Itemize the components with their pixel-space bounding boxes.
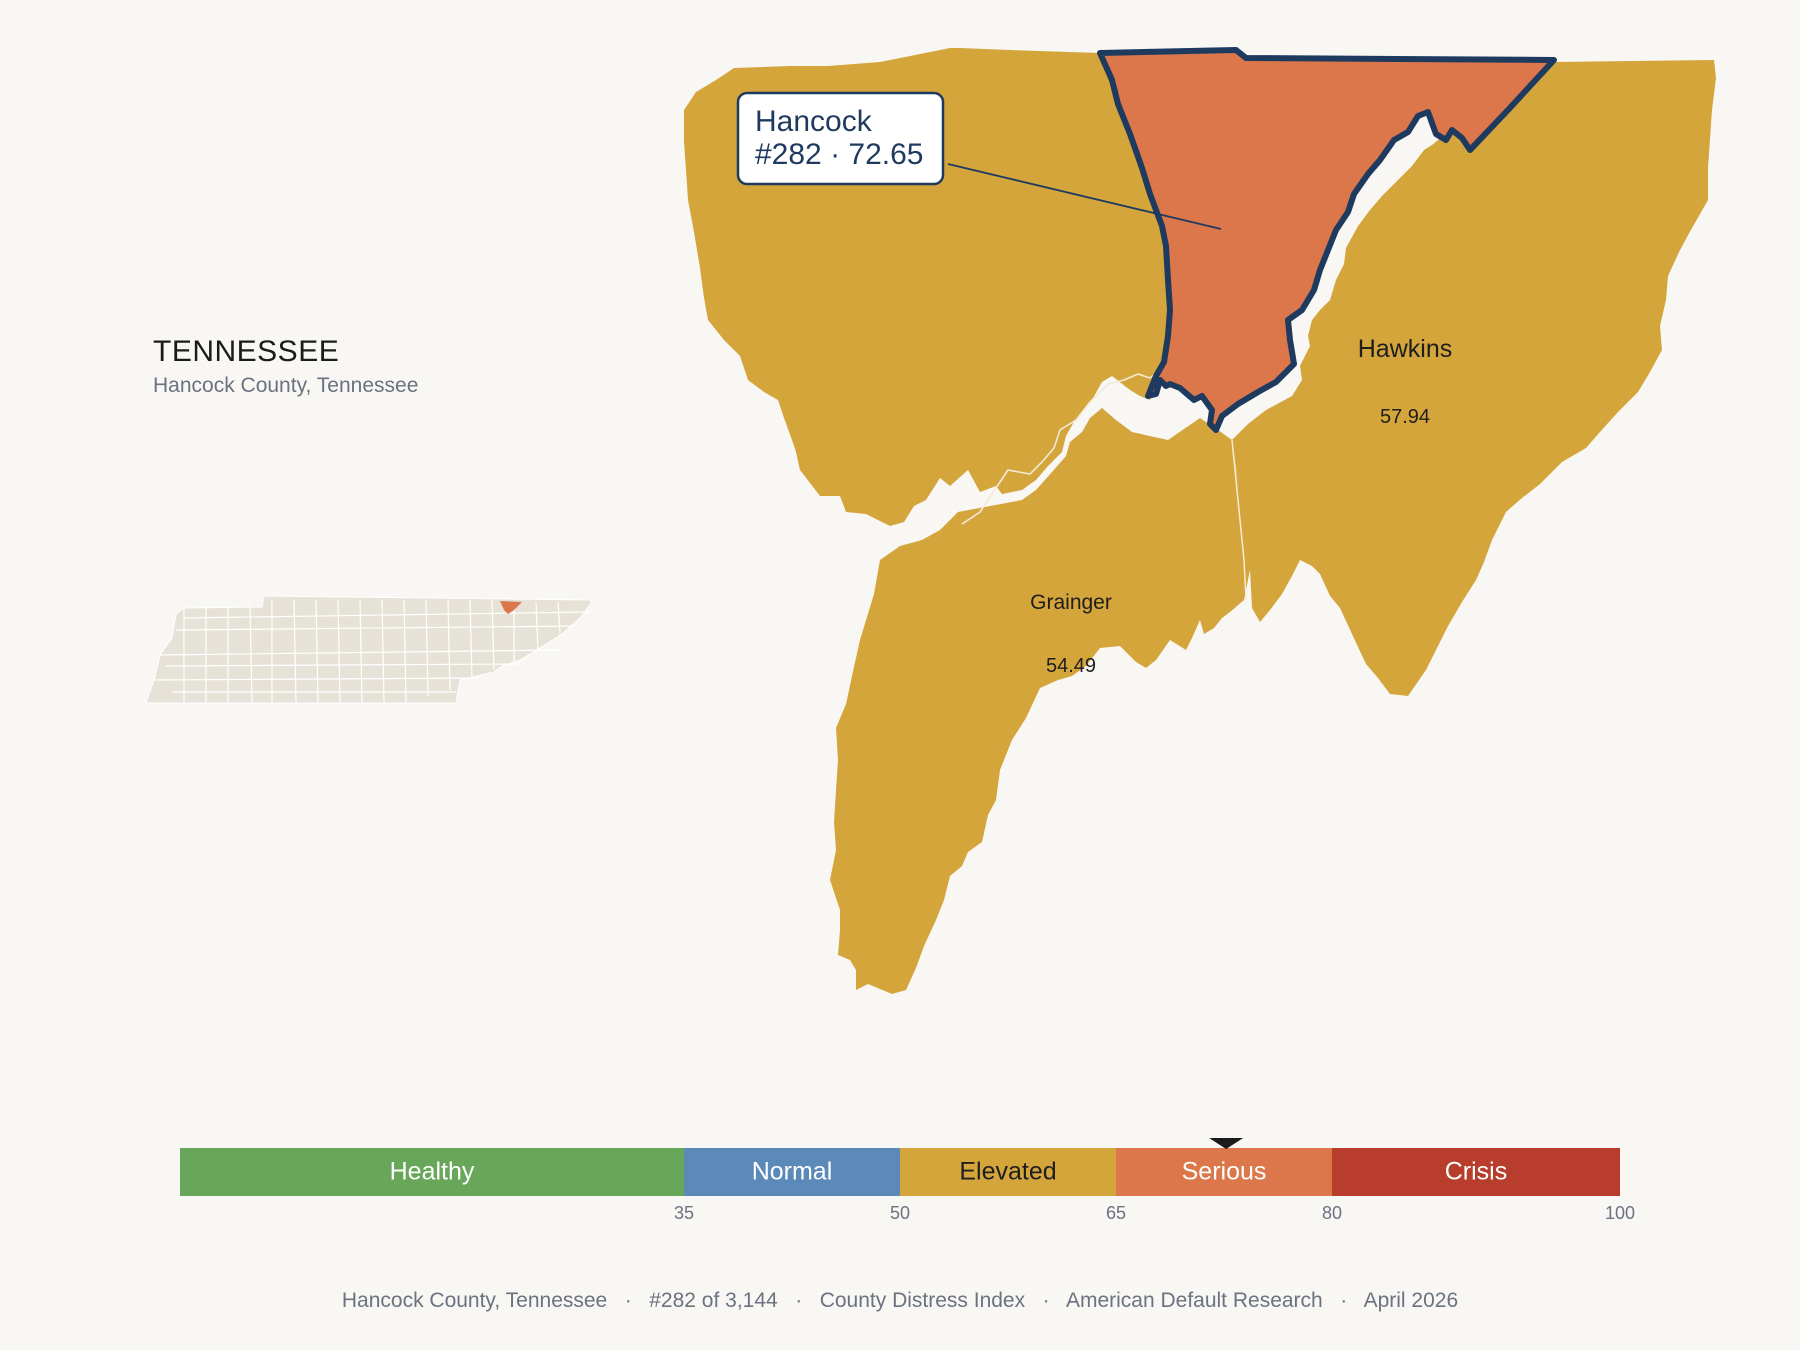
scale-band-elevated: [900, 1148, 1116, 1196]
tennessee-inset-map: [145, 595, 593, 704]
inset-hancock-highlight: [500, 601, 522, 614]
scale-tick-80: 80: [1322, 1203, 1342, 1223]
scale-tick-50: 50: [890, 1203, 910, 1223]
grainger-county: [830, 408, 1252, 994]
grainger-label: Grainger: [1030, 591, 1112, 614]
callout-leader-line: [947, 163, 1222, 230]
scale-tick-35: 35: [674, 1203, 694, 1223]
scale-band-serious: [1116, 1148, 1332, 1196]
scale-band-label-normal: Normal: [752, 1158, 833, 1186]
callout-box: [736, 91, 945, 186]
county-boundary-line: [1231, 439, 1247, 601]
callout-county-name: Hancock: [755, 105, 873, 138]
scale-marker-triangle: [1209, 1138, 1244, 1149]
state-subtitle: Hancock County, Tennessee: [153, 374, 418, 397]
hawkins-county: [1232, 60, 1716, 696]
scale-band-crisis: [1332, 1148, 1620, 1196]
distress-scale-legend: Healthy Normal Elevated Serious Crisis 35 50 65…: [180, 1138, 1635, 1223]
callout-rank-score: #282 · 72.65: [755, 138, 923, 171]
scale-band-label-elevated: Elevated: [959, 1158, 1056, 1186]
river-line: [961, 369, 1161, 525]
scale-band-label-serious: Serious: [1182, 1158, 1267, 1186]
scale-band-label-healthy: Healthy: [390, 1158, 475, 1186]
county-map: Hawkins 57.94 Grainger 54.49: [684, 47, 1716, 994]
scale-tick-100: 100: [1605, 1203, 1635, 1223]
scale-tick-65: 65: [1106, 1203, 1126, 1223]
scale-band-healthy: [180, 1148, 684, 1196]
state-title: TENNESSEE: [153, 335, 339, 368]
hawkins-label: Hawkins: [1358, 335, 1452, 363]
grainger-score: 54.49: [1046, 655, 1096, 677]
tennessee-state-shape: [145, 595, 593, 704]
scale-band-label-crisis: Crisis: [1445, 1158, 1508, 1186]
inset-county-lines: [153, 599, 591, 704]
hancock-county[interactable]: [1097, 47, 1557, 433]
hancock-callout: Hancock #282 · 72.65: [736, 91, 1222, 230]
hawkins-score: 57.94: [1380, 406, 1430, 428]
footer-credit: Hancock County, Tennessee · #282 of 3,14…: [342, 1289, 1458, 1312]
scale-band-normal: [684, 1148, 900, 1196]
